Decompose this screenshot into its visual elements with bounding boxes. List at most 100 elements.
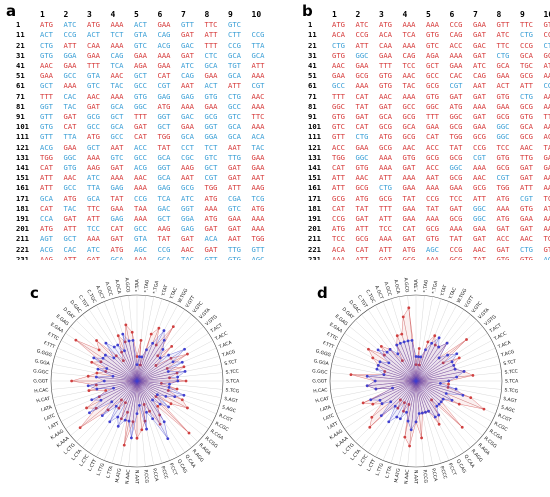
codon-cell: CGC xyxy=(181,152,194,162)
codon-cell: ATG xyxy=(355,193,369,203)
codon-cell: GCC xyxy=(87,122,100,132)
codon-axis-label: A.GCG xyxy=(402,277,409,293)
series-ray xyxy=(124,380,138,421)
series-ray xyxy=(415,376,457,382)
series-ray xyxy=(415,349,426,382)
series-point xyxy=(135,412,139,416)
codon-cell: GCT xyxy=(63,234,77,244)
series-ray xyxy=(410,380,417,430)
table-row: 131 TGG GGC AAA GTC GCC GCA CGC GTC TTG GAA xyxy=(16,153,275,163)
codon-cell: AAA xyxy=(134,183,147,193)
codon-cell: GTT xyxy=(332,132,345,142)
codon-cell: ACG xyxy=(40,142,53,152)
codon-cell: GCG xyxy=(449,173,463,183)
codon-cell: GCA xyxy=(110,101,124,111)
table-row: 231 AAA ATT GAT GCG AAA GCG TAT GTG GTG AGC xyxy=(308,255,550,260)
row-number: 121 xyxy=(16,142,29,152)
codon-cell: GAC xyxy=(157,203,171,213)
codon-cell: GTT xyxy=(496,20,510,30)
codon-cell: TAC xyxy=(251,142,265,152)
series-point xyxy=(482,407,486,411)
codon-cell: GGC xyxy=(473,203,486,213)
column-header: 8 xyxy=(204,10,210,19)
codon-axis-label: A.GCA xyxy=(113,279,122,295)
codon-cell: GTG xyxy=(355,163,369,173)
codon-cell: AAA xyxy=(426,183,439,193)
row-number: 31 xyxy=(308,50,317,60)
series-point xyxy=(405,410,408,414)
series-ray xyxy=(136,343,153,382)
table-row: 201 ATG ATT TCC CAT GCC AAG GAG GAT GAT AAA xyxy=(16,224,275,234)
series-ray xyxy=(388,362,417,382)
codon-cell: ACT xyxy=(204,81,218,91)
codon-cell: CAA xyxy=(379,40,392,50)
series-point xyxy=(161,348,165,351)
codon-cell: GAT xyxy=(228,173,241,183)
codon-cell: ACA xyxy=(251,132,265,142)
row-number: 211 xyxy=(16,234,29,244)
codon-cell: GCA xyxy=(40,193,53,203)
codon-cell: TCT xyxy=(204,142,218,152)
series-point xyxy=(158,356,162,360)
series-ray xyxy=(112,375,138,382)
codon-cell: GAT xyxy=(496,224,510,234)
codon-cell: GAT xyxy=(63,214,77,224)
series-ray xyxy=(117,344,138,382)
codon-cell: TAT xyxy=(426,203,439,213)
codon-cell: ATT xyxy=(63,254,77,260)
codon-cell: ATT xyxy=(355,40,369,50)
codon-cell: GTC xyxy=(228,112,241,122)
codon-axis-label: I.ATT xyxy=(48,421,61,432)
series-point xyxy=(116,343,120,347)
codon-axis-label: S.TCA xyxy=(226,379,240,385)
series-point xyxy=(376,363,380,367)
codon-cell: GCA xyxy=(543,50,550,60)
row-number: 41 xyxy=(16,61,25,71)
codon-cell: ACA xyxy=(332,244,345,254)
codon-cell: CAT xyxy=(355,244,369,254)
row-number: 191 xyxy=(308,214,321,224)
series-point xyxy=(167,353,170,357)
codon-cell: GCC xyxy=(332,81,345,91)
series-point xyxy=(122,443,126,447)
series-ray xyxy=(392,380,417,389)
codon-cell: GCA xyxy=(228,122,241,132)
series-point xyxy=(398,341,402,345)
series-ray xyxy=(390,380,417,402)
series-ray xyxy=(97,368,138,382)
series-point xyxy=(349,373,353,376)
series-point xyxy=(108,420,112,424)
series-point xyxy=(424,348,427,352)
series-point xyxy=(407,306,411,310)
row-number: 1 xyxy=(308,20,313,30)
series-ray xyxy=(116,380,138,407)
codon-axis-label: H.CAT xyxy=(315,396,330,405)
codon-cell: ACA xyxy=(379,30,392,40)
series-point xyxy=(86,374,90,378)
codon-cell: CTG xyxy=(520,30,533,40)
codon-cell: CAT xyxy=(63,122,77,132)
codon-cell: GTG xyxy=(426,30,439,40)
codon-cell: GAG xyxy=(157,91,171,101)
codon-cell: GTG xyxy=(402,152,416,162)
series-point xyxy=(375,367,379,371)
codon-axis-label: N.AAT xyxy=(134,470,140,484)
series-point xyxy=(123,349,126,353)
row-number: 11 xyxy=(16,30,25,40)
series-point xyxy=(417,412,421,415)
codon-cell: CAG xyxy=(181,71,194,81)
codon-cell: TGG xyxy=(40,152,53,162)
codon-table-a: 1 2 3 4 5 6 7 8 9 10 1 ATG ATC ATG AAA ACT GAA GTT TTC GTC 1… xyxy=(16,10,275,260)
series-ray xyxy=(415,354,448,382)
codon-cell: GAA xyxy=(204,71,218,81)
series-point xyxy=(385,350,389,354)
codon-axis-label: T.ACG xyxy=(499,349,515,359)
codon-cell: GCC xyxy=(134,152,147,162)
series-ray xyxy=(415,356,419,382)
codon-cell: TTT xyxy=(426,112,439,122)
codon-cell: ATG xyxy=(496,214,510,224)
series-ray xyxy=(415,346,439,382)
codon-cell: TAC xyxy=(110,81,124,91)
table-row: 161 ATT GCC TTA GAG AAA GAG GCG TGG ATT AAG xyxy=(16,183,275,193)
codon-cell: GAA xyxy=(402,203,416,213)
